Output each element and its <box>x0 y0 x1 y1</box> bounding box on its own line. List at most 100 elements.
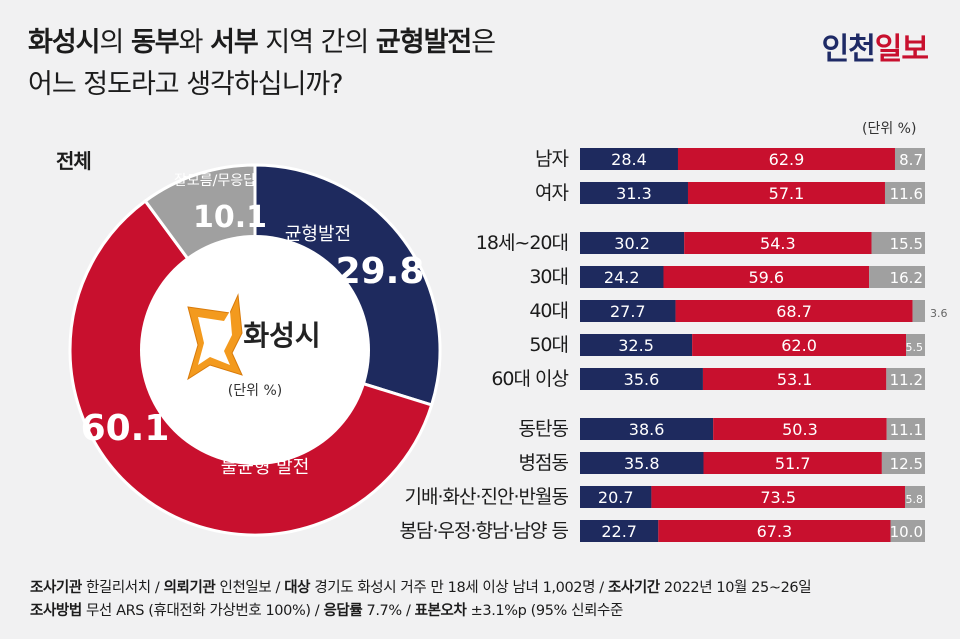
bar-segment <box>580 182 688 204</box>
bar-value-label: 32.5 <box>618 336 654 355</box>
bar-category-label: 30대 <box>529 266 568 288</box>
title-segment: 화성시 <box>28 27 101 58</box>
hwaseong-emblem-icon <box>187 293 243 381</box>
bar-segment <box>580 452 704 474</box>
footer-segment: 7.7% / <box>362 603 415 619</box>
title-segment: 서부 <box>210 27 259 58</box>
bar-segment <box>675 300 913 322</box>
bar-value-label: 27.7 <box>610 302 646 321</box>
bar-value-label: 31.3 <box>616 184 652 203</box>
bar-value-label: 10.0 <box>890 523 923 541</box>
title-segment: 은 <box>471 27 496 58</box>
bar-value-label: 15.5 <box>890 235 923 253</box>
bar-segment <box>580 266 664 288</box>
bar-category-label: 50대 <box>529 334 568 356</box>
bar-category-label: 병점동 <box>519 452 569 474</box>
bar-category-label: 18세~20대 <box>476 232 568 254</box>
bar-segment <box>886 418 925 440</box>
bar-segment <box>702 368 887 390</box>
title-line-2: 어느 정도라고 생각하십니까? <box>28 69 344 100</box>
bar-value-label: 11.6 <box>890 185 923 203</box>
bar-value-label: 62.9 <box>769 150 805 169</box>
bar-segment <box>869 266 925 288</box>
bar-value-label: 54.3 <box>760 234 796 253</box>
bar-value-label: 68.7 <box>776 302 812 321</box>
bar-category-label: 60대 이상 <box>491 368 568 390</box>
bar-category-label: 봉담·우정·향남·남양 등 <box>400 520 569 542</box>
footer-segment: 조사기관 <box>30 580 82 596</box>
bar-value-label: 16.2 <box>890 269 923 287</box>
footer-segment: 표본오차 <box>414 603 467 619</box>
bar-segment <box>703 452 882 474</box>
bar-value-label: 53.1 <box>777 370 813 389</box>
footer-segment: 응답률 <box>323 603 363 619</box>
bar-value-label: 38.6 <box>629 420 665 439</box>
bar-segment <box>580 486 652 508</box>
bar-segment <box>580 232 685 254</box>
bar-segment <box>687 182 885 204</box>
footer-line-1: 조사기관 한길리서치 / 의뢰기관 인천일보 / 대상 경기도 화성시 거주 만… <box>30 577 812 600</box>
pie-center-unit: (단위 %) <box>228 383 282 399</box>
bar-segment <box>713 418 887 440</box>
footer-segment: 조사기간 <box>607 580 660 596</box>
bar-segment <box>692 334 907 356</box>
pie-label-balanced: 균형발전 <box>285 224 351 245</box>
footer-segment: 2022년 10월 25~26일 <box>659 580 812 596</box>
bar-segment <box>890 520 925 542</box>
bar-value-label: 30.2 <box>614 234 650 253</box>
bar-segment <box>904 486 925 508</box>
bar-value-label: 12.5 <box>890 455 923 473</box>
bar-value-label: 50.3 <box>782 420 818 439</box>
bar-segment <box>651 486 905 508</box>
footer-segment: 의뢰기관 <box>163 580 216 596</box>
bar-category-label: 기배·화산·진안·반월동 <box>405 486 569 508</box>
bar-value-label: 67.3 <box>757 522 793 541</box>
logo-part-2: 일보 <box>874 32 929 67</box>
overall-label: 전체 <box>56 149 92 173</box>
footer-segment: 한길리서치 / <box>81 580 164 596</box>
bar-value-label: 11.2 <box>890 371 923 389</box>
bar-segment <box>894 148 925 170</box>
bar-category-label: 남자 <box>535 148 568 170</box>
bar-value-label: 22.7 <box>601 522 637 541</box>
publisher-logo: 인천일보 <box>822 24 929 68</box>
title-segment: 와 <box>178 27 211 58</box>
pie-value-unbalanced: 60.1 <box>81 408 170 449</box>
donut-hole <box>140 235 370 465</box>
bar-value-label: 5.5 <box>906 341 924 354</box>
title-segment: 균형발전 <box>375 27 472 58</box>
bar-segment <box>912 300 925 322</box>
bar-segment <box>886 368 925 390</box>
bar-value-label: 35.6 <box>624 370 660 389</box>
bar-category-label: 동탄동 <box>519 418 569 440</box>
bar-segment <box>580 368 703 390</box>
bar-segment <box>881 452 925 474</box>
bar-segment <box>884 182 925 204</box>
footer-segment: ±3.1%p (95% 신뢰수준 <box>466 603 624 619</box>
bar-segment <box>871 232 925 254</box>
footer-segment: 대상 <box>284 580 311 596</box>
bar-segment <box>677 148 895 170</box>
bar-value-label: 20.7 <box>598 488 634 507</box>
bar-segment <box>684 232 872 254</box>
bar-segment <box>663 266 870 288</box>
pie-value-unknown: 10.1 <box>193 200 267 235</box>
bar-category-label: 여자 <box>535 182 568 204</box>
bar-value-label: 57.1 <box>769 184 805 203</box>
bar-segment <box>580 418 714 440</box>
bar-value-label: 8.7 <box>899 151 923 169</box>
footer-segment: 인천일보 / <box>215 580 285 596</box>
pie-label-unbalanced: 불균형 발전 <box>221 457 310 478</box>
bar-value-label: 28.4 <box>611 150 647 169</box>
pie-value-balanced: 29.8 <box>336 251 425 292</box>
bar-segment <box>580 300 676 322</box>
footer-segment: 조사방법 <box>30 603 82 619</box>
bar-value-label: 3.6 <box>930 307 948 320</box>
bar-value-label: 73.5 <box>760 488 796 507</box>
pie-chart: 균형발전 29.8 불균형 발전 60.1 잘모름/무응답 10.1 화성시 (단위 %) <box>68 163 442 537</box>
bar-category-label: 40대 <box>529 300 568 322</box>
bar-segment <box>906 334 925 356</box>
chart-title: 화성시의 동부와 서부 지역 간의 균형발전은 어느 정도라고 생각하십니까? <box>28 22 496 106</box>
title-segment: 의 <box>99 27 131 58</box>
footer-segment: 경기도 화성시 거주 만 18세 이상 남녀 1,002명 / <box>310 580 608 596</box>
